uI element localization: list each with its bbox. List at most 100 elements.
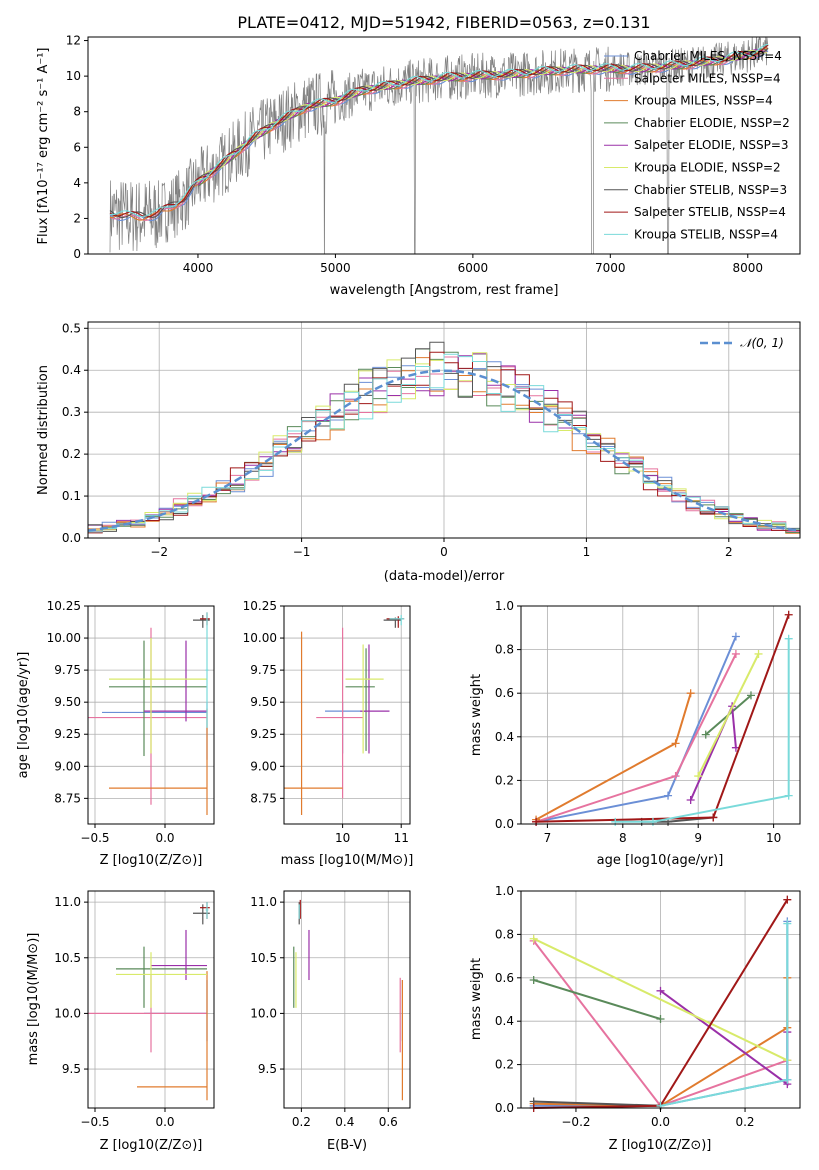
x-tick-label: −0.2 [561, 1115, 590, 1129]
x-tick-label: −0.5 [80, 831, 109, 845]
spectrum-xlabel: wavelength [Angstrom, rest frame] [330, 283, 559, 298]
y-tick-label: 10.25 [47, 599, 81, 613]
x-tick-label: 7 [544, 831, 552, 845]
y-tick-label: 0.0 [62, 531, 81, 545]
weight-marker [754, 649, 763, 658]
y-tick-label: 0.8 [495, 927, 514, 941]
y-tick-label: 1.0 [495, 599, 514, 613]
mass-vs-z-xlabel: Z [log10(Z/Z⊙)] [100, 1138, 203, 1153]
y-tick-label: 0.8 [495, 643, 514, 657]
y-tick-label: 1.0 [495, 884, 514, 898]
y-tick-label: 8.75 [54, 791, 81, 805]
weight-vs-age-panel: 7 8 9 10 0.0 0.2 0.4 0.6 0.8 1.0 age [log10(age/y… [469, 599, 801, 868]
age-vs-z-errorbars [88, 612, 210, 816]
weight-vs-age-lines [532, 610, 793, 826]
residuals-xlabel: (data-model)/error [384, 569, 505, 584]
y-tick-label: 8.75 [250, 791, 277, 805]
legend-label: Kroupa ELODIE, NSSP=2 [634, 161, 781, 175]
mass-vs-ebv-xlabel: E(B-V) [327, 1138, 367, 1153]
y-tick-label: 0.6 [495, 686, 514, 700]
y-tick-label: 0.4 [62, 363, 81, 377]
y-tick-label: 9.00 [54, 759, 81, 773]
weight-marker [694, 772, 703, 781]
mass-vs-ebv-panel: 0.2 0.4 0.6 9.5 10.0 10.5 11.0 E(B-V) [250, 890, 411, 1153]
y-tick-label: 9.25 [54, 727, 81, 741]
y-tick-label: 9.50 [54, 695, 81, 709]
legend-label: Salpeter STELIB, NSSP=4 [634, 205, 786, 219]
legend-label: Salpeter ELODIE, NSSP=3 [634, 138, 789, 152]
model-line-salpeter-stelib [109, 44, 769, 218]
y-tick-label: 12 [66, 34, 81, 48]
y-tick-label: 10.5 [250, 951, 277, 965]
y-tick-label: 0.5 [62, 321, 81, 335]
y-tick-label: 0.1 [62, 489, 81, 503]
weight-marker [731, 632, 740, 641]
age-vs-z-ylabel: age [log10(age/yr)] [16, 652, 31, 779]
residuals-ylabel: Normed distribution [36, 365, 51, 495]
x-tick-label: −0.5 [80, 1115, 109, 1129]
y-tick-label: 10.00 [243, 631, 277, 645]
y-tick-label: 11.0 [250, 895, 277, 909]
x-tick-label: 0.2 [735, 1115, 754, 1129]
weight-marker [664, 791, 673, 800]
x-tick-label: 0.2 [292, 1115, 311, 1129]
y-tick-label: 0 [73, 247, 81, 261]
y-tick-label: 10 [66, 69, 81, 83]
legend-label: Chabrier STELIB, NSSP=3 [634, 183, 787, 197]
age-vs-mass-panel: 10 11 8.75 9.00 9.25 9.50 9.75 10.00 10.25 mass … [243, 599, 414, 868]
x-tick-label: 0.4 [335, 1115, 354, 1129]
weight-marker [784, 791, 793, 800]
age-vs-z-panel: −0.5 0.0 8.75 9.00 9.25 9.50 9.75 10.00 10.25 Z … [16, 599, 215, 868]
x-tick-label: 6000 [458, 261, 489, 275]
x-tick-label: 10 [335, 831, 350, 845]
x-tick-label: 0 [440, 545, 448, 559]
y-tick-label: 10.0 [54, 1006, 81, 1020]
model-line-salpeter-elodie [197, 49, 768, 186]
weight-marker [709, 813, 718, 822]
weight-marker [671, 772, 680, 781]
weight-marker [731, 649, 740, 658]
weight-vs-age-ylabel: mass weight [469, 674, 484, 756]
y-tick-label: 0.2 [62, 447, 81, 461]
y-tick-label: 0.2 [495, 1058, 514, 1072]
y-tick-label: 9.50 [250, 695, 277, 709]
x-tick-label: 0.0 [651, 1115, 670, 1129]
weight-marker [784, 634, 793, 643]
x-tick-label: −1 [293, 545, 311, 559]
weight-line-chabrier-elodie [533, 979, 661, 1020]
y-tick-label: 10.00 [47, 631, 81, 645]
x-tick-label: 7000 [595, 261, 626, 275]
age-vs-mass-errorbars [284, 614, 405, 816]
model-line-kroupa-elodie [197, 49, 768, 183]
x-tick-label: 1 [583, 545, 591, 559]
weight-line-kroupa-elodie [533, 937, 788, 1062]
legend-label: Kroupa MILES, NSSP=4 [634, 94, 773, 108]
x-tick-label: 0.6 [379, 1115, 398, 1129]
x-tick-label: 2 [725, 545, 733, 559]
mass-vs-z-panel: −0.5 0.0 9.5 10.0 10.5 11.0 Z [log10(Z/Z⊙)] m… [26, 890, 215, 1153]
x-tick-label: 9 [694, 831, 702, 845]
y-tick-label: 0.4 [495, 1014, 514, 1028]
age-vs-z-xlabel: Z [log10(Z/Z⊙)] [100, 853, 203, 868]
weight-marker [701, 730, 710, 739]
y-tick-label: 10.5 [54, 951, 81, 965]
gaussian-legend-label: 𝒩(0, 1) [740, 336, 784, 350]
weight-marker [746, 691, 755, 700]
x-tick-label: 5000 [320, 261, 351, 275]
y-tick-label: 0.0 [495, 817, 514, 831]
y-tick-label: 10.25 [243, 599, 277, 613]
residuals-panel: −2 −1 0 1 2 0.0 0.1 0.2 0.3 0.4 0.5 (data-model)/e… [36, 321, 801, 584]
weight-line-chabrier-stelib [533, 1100, 661, 1107]
y-tick-label: 9.75 [54, 663, 81, 677]
x-tick-label: 4000 [183, 261, 214, 275]
mass-vs-z-errorbars [88, 902, 210, 1101]
spectrum-traces [109, 37, 769, 254]
y-tick-label: 10.0 [250, 1006, 277, 1020]
weight-line-kroupa-stelib [615, 638, 790, 823]
weight-vs-z-ylabel: mass weight [469, 958, 484, 1040]
y-tick-label: 0.4 [495, 730, 514, 744]
mass-vs-z-ylabel: mass [log10(M/M⊙)] [26, 933, 41, 1066]
spectrum-title: PLATE=0412, MJD=51942, FIBERID=0563, z=0… [237, 13, 650, 32]
histogram-kroupa-stelib [88, 353, 800, 533]
model-line-kroupa-stelib [109, 43, 769, 218]
